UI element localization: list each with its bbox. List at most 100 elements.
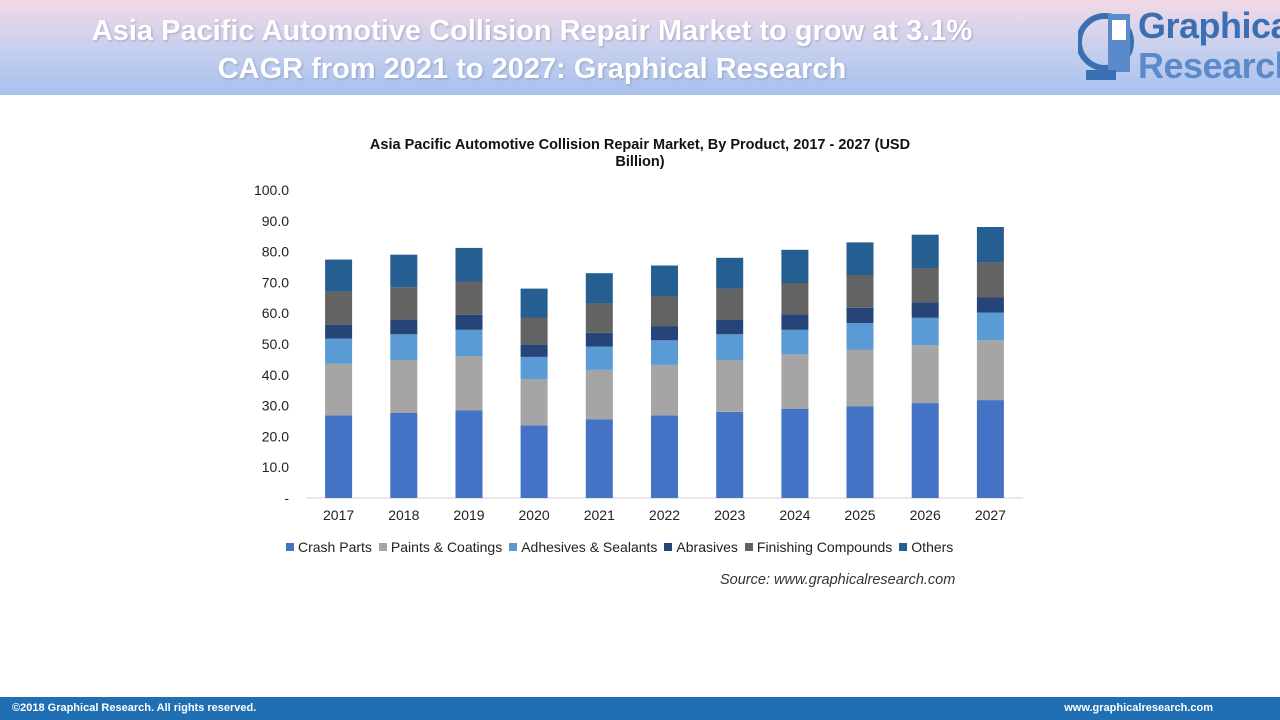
bar-segment	[846, 323, 874, 350]
bar-segment	[716, 320, 744, 335]
page-headline: Asia Pacific Automotive Collision Repair…	[91, 15, 973, 85]
logo-mark-icon	[1078, 13, 1134, 80]
x-tick-label: 2026	[910, 507, 941, 523]
y-tick-label: 70.0	[262, 274, 289, 290]
bar-segment	[455, 281, 483, 315]
footer-copyright: ©2018 Graphical Research. All rights res…	[12, 702, 257, 714]
legend-label: Adhesives & Sealants	[521, 539, 658, 555]
header-banner: Asia Pacific Automotive Collision Repair…	[0, 0, 1280, 95]
bar-segment	[651, 326, 678, 341]
bar-segment	[846, 307, 874, 324]
bar-segment	[455, 356, 483, 411]
bar-segment	[520, 317, 548, 345]
bar-segment	[455, 410, 483, 498]
bar-segment	[976, 312, 1004, 341]
bar-segment	[781, 408, 809, 498]
bar-segment	[781, 283, 809, 315]
y-tick-label: 40.0	[262, 367, 289, 383]
legend-swatch	[744, 543, 753, 551]
bar-segment	[390, 287, 418, 320]
logo-text-line2: Research	[1138, 45, 1280, 86]
legend-item: Paints & Coatings	[378, 539, 503, 555]
bar-segment	[911, 234, 939, 268]
y-tick-label: 30.0	[262, 398, 289, 414]
legend-item: Abrasives	[664, 539, 738, 555]
bar-segment	[651, 340, 678, 365]
bar-segment	[455, 314, 483, 330]
x-tick-label: 2018	[388, 507, 419, 523]
bar-segment	[390, 413, 418, 498]
bar-segment	[781, 329, 809, 355]
legend-swatch	[378, 543, 387, 551]
bar-segment	[585, 346, 613, 370]
bar-segment	[390, 360, 418, 413]
bar-segment	[976, 262, 1004, 298]
bar-segment	[585, 419, 613, 498]
bar-segment	[520, 379, 548, 426]
bar-segment	[325, 259, 353, 292]
bar-segment	[585, 273, 613, 304]
y-tick-label: 90.0	[262, 213, 289, 229]
legend-label: Finishing Compounds	[756, 539, 893, 555]
bar-segment	[520, 288, 548, 318]
bar-segment	[911, 267, 939, 303]
bar-segment	[911, 345, 939, 404]
logo-text-line1: Graphical	[1138, 5, 1280, 46]
legend-item: Adhesives & Sealants	[509, 539, 657, 555]
x-tick-label: 2027	[975, 507, 1006, 523]
y-tick-label: -	[284, 490, 289, 506]
bar-segment	[390, 254, 418, 288]
y-tick-label: 20.0	[262, 428, 289, 444]
bar-segment	[846, 275, 874, 308]
legend-label: Crash Parts	[298, 539, 372, 555]
bar-segment	[911, 403, 939, 498]
bar-segment	[325, 291, 353, 325]
bar-segment	[911, 317, 939, 346]
stacked-bar-chart: - 10.0 20.0 30.0 40.0 50.0 60.0 70.0 80.0 90.0 100…	[254, 182, 1023, 523]
bar-segment	[585, 303, 613, 333]
bar-segment	[716, 257, 744, 289]
bar-segment	[781, 354, 809, 409]
bar-segment	[976, 340, 1004, 401]
bar-segment	[520, 344, 548, 357]
y-tick-label: 60.0	[262, 305, 289, 321]
x-tick-label: 2025	[844, 507, 875, 523]
bar-segment	[585, 369, 613, 420]
chart-title: Asia Pacific Automotive Collision Repair…	[369, 137, 911, 170]
footer-website-link[interactable]: www.graphicalresearch.com	[1064, 702, 1213, 714]
legend-item: Finishing Compounds	[744, 539, 893, 555]
x-tick-label: 2023	[714, 507, 745, 523]
bar-segment	[455, 329, 483, 356]
bar-segment	[846, 349, 874, 407]
bar-segment	[781, 249, 809, 284]
legend-swatch	[509, 543, 518, 551]
bar-segment	[716, 288, 744, 320]
bar-segment	[781, 314, 809, 330]
bar-segment	[325, 415, 353, 498]
bar-segment	[585, 332, 613, 347]
legend-item: Others	[899, 539, 953, 555]
x-tick-label: 2019	[453, 507, 484, 523]
x-tick-label: 2020	[519, 507, 550, 523]
bar-segment	[325, 338, 353, 364]
legend-label: Abrasives	[676, 539, 738, 555]
bar-segment	[520, 425, 548, 498]
bar-segment	[390, 334, 418, 360]
bar-segment	[651, 364, 678, 416]
bar-segment	[911, 302, 939, 318]
y-tick-label: 50.0	[262, 336, 289, 352]
bar-segment	[325, 363, 353, 416]
footer-bar: ©2018 Graphical Research. All rights res…	[0, 697, 1280, 720]
bar-segment	[846, 406, 874, 498]
legend-swatch	[286, 543, 294, 551]
chart-source: Source: www.graphicalresearch.com	[720, 572, 956, 588]
bar-segment	[455, 247, 483, 282]
legend-label: Paints & Coatings	[390, 539, 503, 555]
y-tick-label: 80.0	[262, 244, 289, 260]
bar-segment	[716, 360, 744, 412]
legend-swatch	[899, 543, 908, 551]
chart-legend: Crash Parts Paints & Coatings Adhesives & …	[286, 537, 960, 557]
bar-segment	[520, 356, 548, 380]
y-tick-label: 100.0	[254, 182, 289, 198]
y-tick-label: 10.0	[262, 459, 289, 475]
